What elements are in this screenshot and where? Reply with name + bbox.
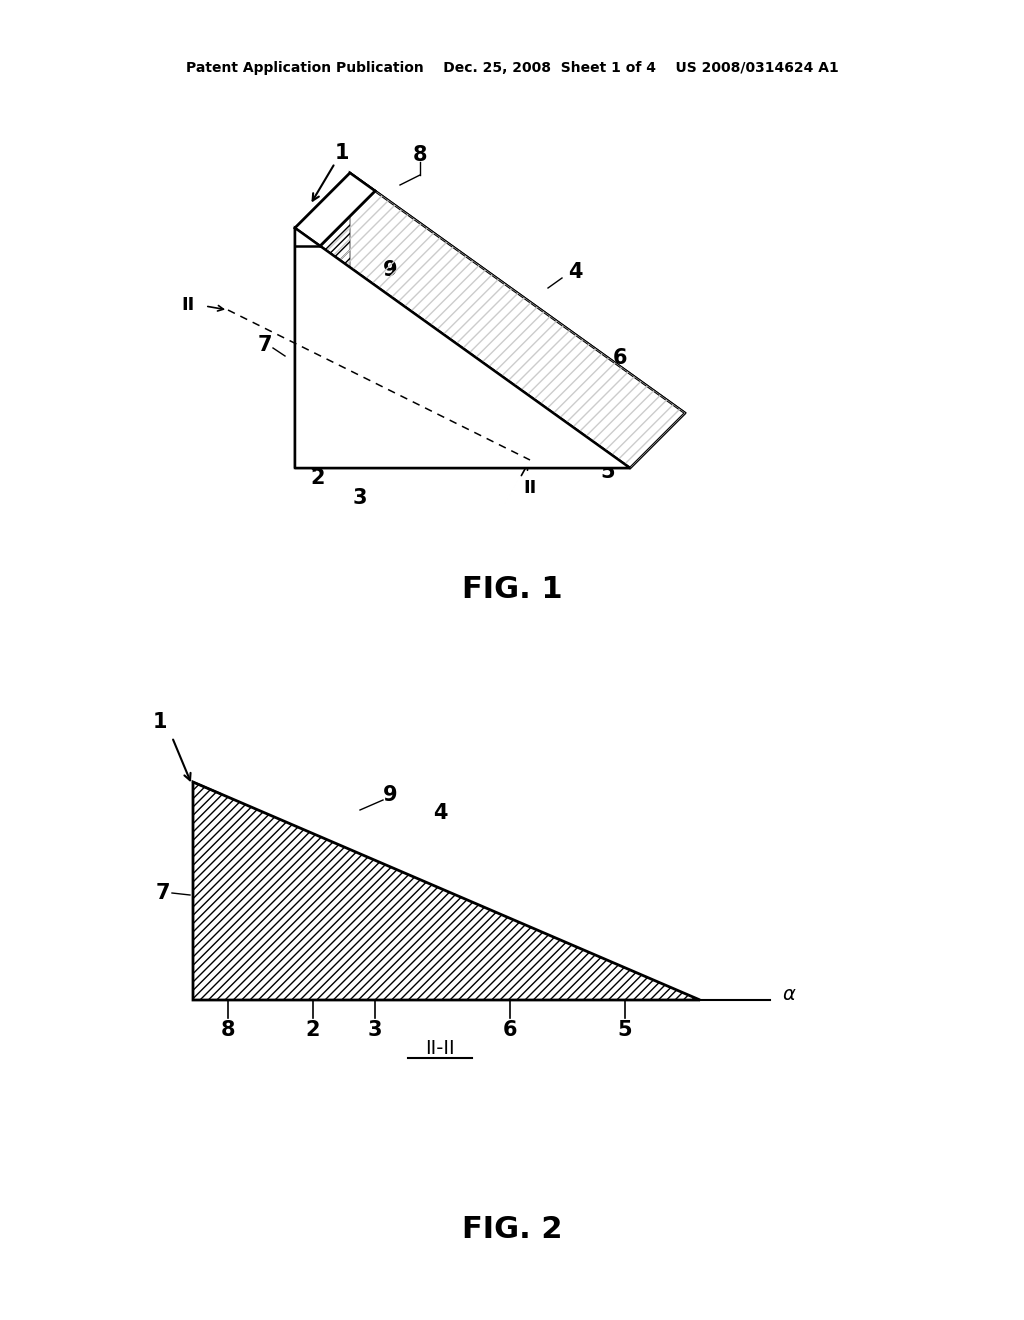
Text: 4: 4: [433, 803, 447, 822]
Text: 9: 9: [383, 260, 397, 280]
Text: Patent Application Publication    Dec. 25, 2008  Sheet 1 of 4    US 2008/0314624: Patent Application Publication Dec. 25, …: [185, 61, 839, 75]
Text: 8: 8: [413, 145, 427, 165]
Text: 7: 7: [258, 335, 272, 355]
Text: 9: 9: [383, 785, 397, 805]
Text: 3: 3: [368, 1020, 382, 1040]
Text: 8: 8: [221, 1020, 236, 1040]
Polygon shape: [295, 228, 630, 469]
Polygon shape: [295, 413, 685, 469]
Text: 5: 5: [617, 1020, 632, 1040]
Text: 4: 4: [567, 261, 583, 282]
Text: 1: 1: [153, 711, 167, 733]
Polygon shape: [295, 173, 350, 469]
Text: 3: 3: [352, 488, 368, 508]
Text: II: II: [523, 479, 537, 498]
Text: II: II: [181, 296, 195, 314]
Text: 2: 2: [306, 1020, 321, 1040]
Polygon shape: [350, 173, 685, 413]
Text: FIG. 2: FIG. 2: [462, 1216, 562, 1245]
Text: 7: 7: [156, 883, 170, 903]
Text: 1: 1: [335, 143, 349, 162]
Text: 6: 6: [612, 348, 628, 368]
Text: FIG. 1: FIG. 1: [462, 576, 562, 605]
Text: II-II: II-II: [425, 1039, 455, 1057]
Text: 5: 5: [601, 462, 615, 482]
Text: 2: 2: [310, 469, 326, 488]
Polygon shape: [295, 173, 375, 246]
Text: $\alpha$: $\alpha$: [782, 985, 797, 1003]
Polygon shape: [295, 173, 685, 469]
Text: 6: 6: [503, 1020, 517, 1040]
Polygon shape: [193, 781, 700, 1001]
